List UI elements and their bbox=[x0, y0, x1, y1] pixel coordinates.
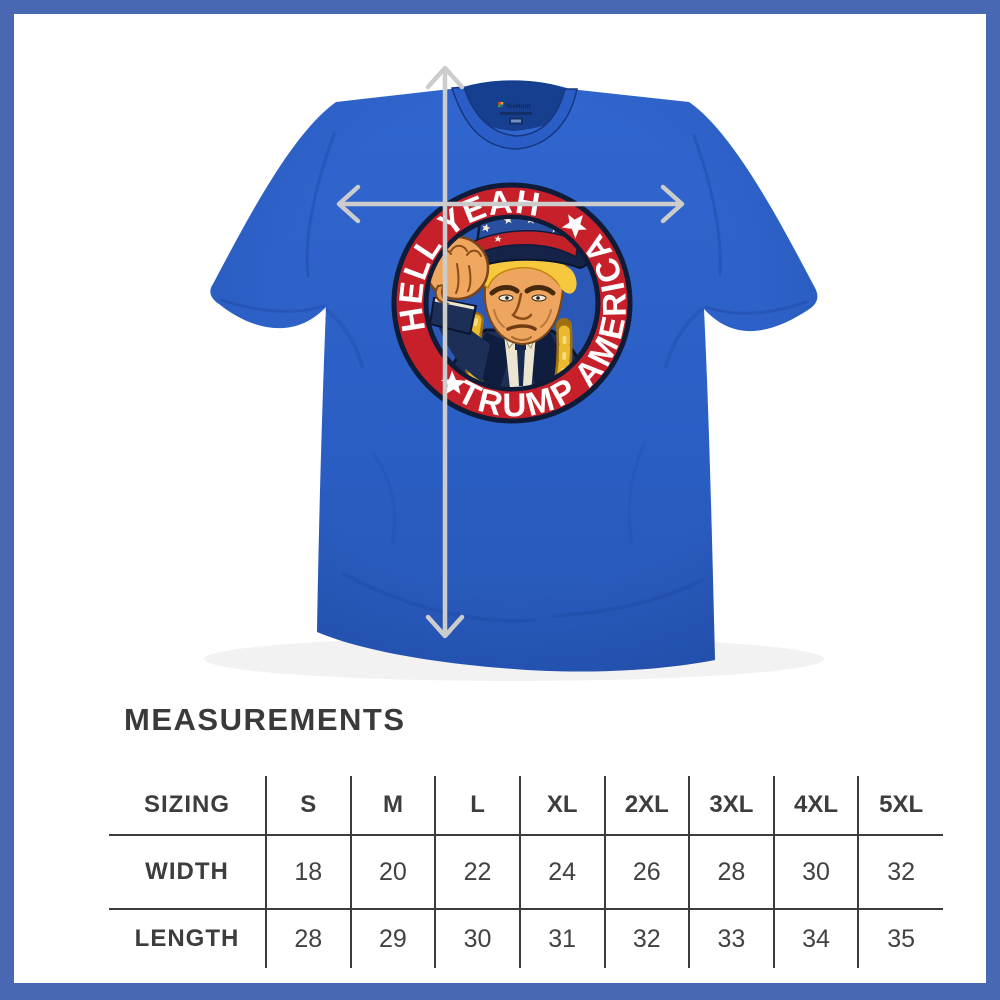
fabric-wrinkles bbox=[220, 132, 808, 623]
width-measure-arrow bbox=[336, 184, 685, 224]
tshirt-photo: TeeHunt bbox=[204, 65, 824, 681]
sizing-corner-label: SIZING bbox=[143, 791, 230, 818]
width-value-l: 22 bbox=[434, 835, 520, 909]
size-col-header-m: M bbox=[349, 776, 436, 835]
length-row-label: LENGTH bbox=[134, 925, 240, 952]
size-col-header-2xl: 2XL bbox=[603, 776, 690, 835]
width-value-m: 20 bbox=[349, 835, 436, 909]
length-value-2xl: 32 bbox=[603, 909, 690, 968]
collar-band bbox=[450, 86, 578, 150]
length-value-5xl: 35 bbox=[857, 909, 943, 968]
width-value-s: 18 bbox=[265, 835, 351, 909]
badge-graphic: HELL YEAH TRUMP AMERICA bbox=[391, 182, 633, 424]
size-col-header-5xl: 5XL bbox=[857, 776, 943, 835]
size-col-header-xl: XL bbox=[518, 776, 605, 835]
neck-label-brand: TeeHunt bbox=[505, 103, 531, 110]
width-value-5xl: 32 bbox=[857, 835, 943, 909]
width-row-label: WIDTH bbox=[145, 858, 229, 885]
size-chart-table: SIZING S M L XL 2XL 3XL 4XL 5XL WIDTH 18… bbox=[109, 776, 943, 968]
face-features bbox=[489, 285, 556, 341]
width-value-xl: 24 bbox=[518, 835, 605, 909]
neck-label: TeeHunt bbox=[498, 102, 532, 125]
size-col-header-3xl: 3XL bbox=[688, 776, 774, 835]
size-col-header-l: L bbox=[434, 776, 520, 835]
length-value-3xl: 33 bbox=[688, 909, 774, 968]
width-row: WIDTH 18 20 22 24 26 28 30 32 bbox=[109, 835, 943, 909]
size-chart-header-row: SIZING S M L XL 2XL 3XL 4XL 5XL bbox=[109, 776, 943, 835]
length-value-xl: 31 bbox=[518, 909, 605, 968]
length-value-4xl: 34 bbox=[772, 909, 859, 968]
measurements-heading: MEASUREMENTS bbox=[124, 702, 406, 737]
length-value-m: 29 bbox=[349, 909, 436, 968]
length-value-s: 28 bbox=[265, 909, 351, 968]
length-row: LENGTH 28 29 30 31 32 33 34 35 bbox=[109, 909, 943, 968]
width-value-2xl: 26 bbox=[603, 835, 690, 909]
length-measure-arrow bbox=[425, 65, 465, 639]
size-col-header-s: S bbox=[265, 776, 351, 835]
width-value-4xl: 30 bbox=[772, 835, 859, 909]
length-value-l: 30 bbox=[434, 909, 520, 968]
collar-inner bbox=[456, 80, 572, 131]
size-col-header-4xl: 4XL bbox=[772, 776, 859, 835]
width-value-3xl: 28 bbox=[688, 835, 774, 909]
